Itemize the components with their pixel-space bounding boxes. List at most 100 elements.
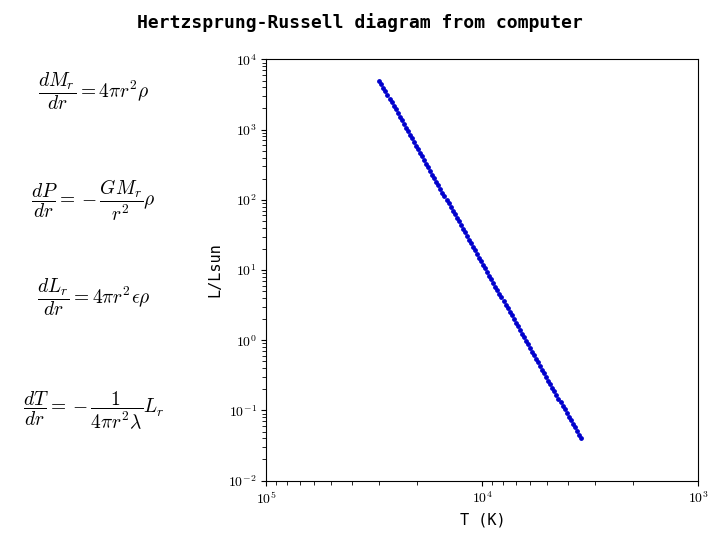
Point bbox=[516, 329, 528, 338]
Point bbox=[449, 210, 460, 219]
Point bbox=[498, 296, 509, 305]
Point bbox=[418, 156, 430, 164]
Point bbox=[402, 127, 413, 136]
Point bbox=[428, 174, 440, 183]
Point bbox=[437, 188, 449, 197]
Point bbox=[487, 279, 499, 287]
Point bbox=[555, 398, 567, 407]
Point bbox=[477, 260, 489, 269]
Point bbox=[445, 202, 456, 211]
Point bbox=[526, 347, 538, 356]
Point bbox=[451, 213, 462, 222]
Point bbox=[504, 307, 516, 316]
Point bbox=[457, 225, 469, 233]
Point bbox=[426, 170, 438, 179]
Point bbox=[557, 401, 568, 410]
Point bbox=[532, 358, 544, 367]
Point bbox=[386, 98, 397, 106]
Point bbox=[388, 102, 400, 110]
Point bbox=[482, 268, 493, 276]
Point bbox=[374, 76, 385, 85]
Point bbox=[485, 275, 497, 284]
Point bbox=[394, 112, 405, 121]
Point bbox=[453, 217, 464, 226]
Point bbox=[435, 185, 446, 193]
Point bbox=[400, 123, 412, 132]
Point bbox=[546, 383, 558, 392]
Point bbox=[467, 242, 479, 251]
Point bbox=[549, 387, 560, 396]
Point bbox=[492, 286, 503, 294]
Point bbox=[528, 351, 540, 360]
Point bbox=[544, 380, 556, 388]
Point bbox=[512, 322, 523, 330]
Point bbox=[565, 416, 577, 424]
Point bbox=[459, 228, 471, 237]
Point bbox=[461, 232, 472, 240]
Point bbox=[420, 159, 432, 168]
Point bbox=[514, 326, 526, 334]
Point bbox=[384, 94, 395, 103]
X-axis label: T (K): T (K) bbox=[459, 512, 505, 527]
Text: $\dfrac{dP}{dr} = -\dfrac{GM_r}{r^2}\rho$: $\dfrac{dP}{dr} = -\dfrac{GM_r}{r^2}\rho… bbox=[31, 177, 156, 222]
Point bbox=[455, 221, 467, 230]
Point bbox=[543, 376, 554, 385]
Point bbox=[379, 87, 391, 96]
Point bbox=[465, 239, 477, 247]
Point bbox=[443, 199, 454, 208]
Text: $\dfrac{dL_r}{dr} = 4\pi r^2 \epsilon\rho$: $\dfrac{dL_r}{dr} = 4\pi r^2 \epsilon\rh… bbox=[37, 276, 150, 318]
Point bbox=[390, 105, 401, 114]
Point bbox=[500, 300, 511, 309]
Point bbox=[441, 195, 452, 204]
Point bbox=[541, 373, 552, 381]
Point bbox=[473, 253, 485, 262]
Point bbox=[494, 289, 505, 298]
Point bbox=[553, 394, 564, 403]
Text: $\dfrac{dT}{dr} = -\dfrac{1}{4\pi r^2 \lambda}L_r$: $\dfrac{dT}{dr} = -\dfrac{1}{4\pi r^2 \l… bbox=[23, 389, 164, 431]
Point bbox=[382, 91, 393, 99]
Point bbox=[518, 333, 530, 341]
Point bbox=[490, 282, 501, 291]
Point bbox=[571, 427, 582, 435]
Point bbox=[438, 192, 450, 200]
Point bbox=[425, 166, 436, 175]
Text: Hertzsprung-Russell diagram from computer: Hertzsprung-Russell diagram from compute… bbox=[137, 14, 583, 32]
Point bbox=[534, 362, 546, 370]
Point bbox=[563, 413, 575, 421]
Point bbox=[520, 336, 531, 345]
Point bbox=[408, 138, 420, 146]
Point bbox=[472, 249, 483, 258]
Point bbox=[378, 84, 390, 92]
Point bbox=[406, 134, 418, 143]
Point bbox=[433, 181, 444, 190]
Point bbox=[469, 246, 481, 255]
Point bbox=[447, 206, 459, 215]
Point bbox=[539, 369, 550, 377]
Point bbox=[496, 293, 508, 302]
Point bbox=[392, 109, 403, 117]
Point bbox=[524, 343, 536, 352]
Point bbox=[410, 141, 422, 150]
Point bbox=[567, 420, 578, 428]
Point bbox=[431, 178, 442, 186]
Point bbox=[551, 390, 562, 399]
Point bbox=[573, 430, 585, 439]
Point bbox=[502, 304, 513, 313]
Point bbox=[480, 264, 491, 273]
Point bbox=[404, 131, 415, 139]
Point bbox=[569, 423, 580, 432]
Point bbox=[536, 366, 548, 374]
Text: $\dfrac{dM_r}{dr} = 4\pi r^2 \rho$: $\dfrac{dM_r}{dr} = 4\pi r^2 \rho$ bbox=[38, 71, 149, 112]
Point bbox=[510, 319, 521, 327]
Point bbox=[508, 315, 519, 323]
Point bbox=[506, 311, 518, 320]
Point bbox=[522, 340, 534, 349]
Point bbox=[416, 152, 428, 161]
Point bbox=[396, 116, 408, 125]
Point bbox=[423, 163, 434, 172]
Y-axis label: L/Lsun: L/Lsun bbox=[207, 242, 222, 298]
Point bbox=[531, 354, 542, 363]
Point bbox=[376, 80, 387, 89]
Point bbox=[414, 148, 426, 157]
Point bbox=[413, 145, 424, 153]
